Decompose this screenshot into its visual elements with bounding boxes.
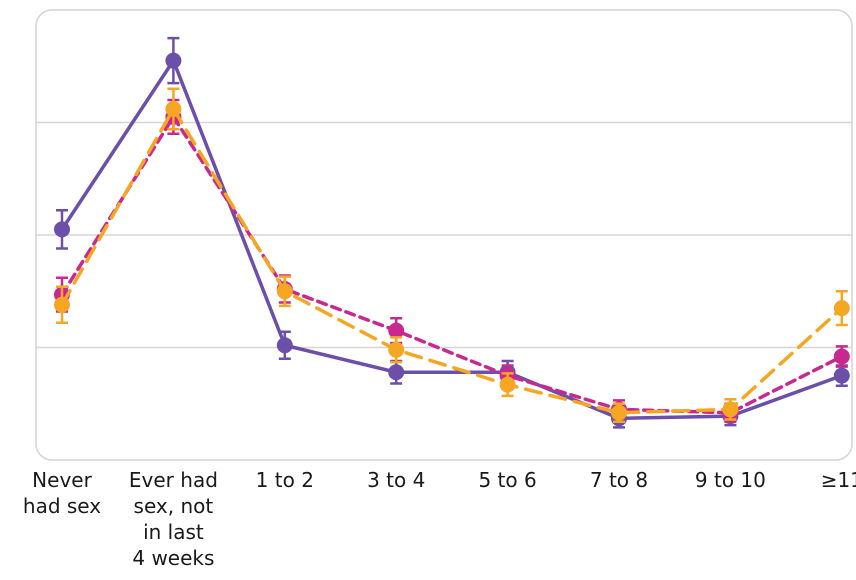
x-tick-label: ≥11 [821, 468, 856, 492]
data-point [165, 101, 182, 117]
x-tick-label: Ever had sex, not in last 4 weeks [129, 468, 218, 570]
x-tick-label: 1 to 2 [256, 468, 314, 492]
x-tick-label: 9 to 10 [695, 468, 766, 492]
x-tick-label: 5 to 6 [478, 468, 536, 492]
data-point [165, 52, 182, 69]
data-point [388, 341, 405, 358]
x-tick-label: Never had sex [23, 468, 101, 518]
series-3 [54, 87, 850, 423]
data-point [388, 364, 405, 381]
data-point [833, 348, 850, 365]
data-point [276, 283, 293, 300]
data-point [499, 376, 516, 393]
data-point [611, 404, 627, 421]
x-axis-tick-labels: Never had sex Ever had sex, not in last 4 wee… [23, 468, 856, 570]
data-point [833, 300, 850, 317]
data-point [722, 401, 739, 418]
data-point [54, 296, 70, 313]
x-tick-label: 7 to 8 [590, 468, 648, 492]
series-line [60, 58, 844, 421]
series-group [54, 36, 850, 429]
data-point [388, 322, 405, 339]
series-line [60, 107, 844, 415]
data-point [54, 221, 70, 238]
data-point [833, 367, 850, 384]
x-tick-label: 3 to 4 [367, 468, 425, 492]
series-line [60, 115, 844, 415]
data-point [276, 337, 293, 354]
